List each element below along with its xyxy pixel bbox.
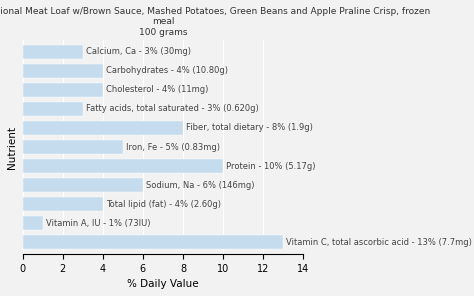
Bar xyxy=(22,102,82,116)
Text: Calcium, Ca - 3% (30mg): Calcium, Ca - 3% (30mg) xyxy=(86,47,191,56)
Text: Protein - 10% (5.17g): Protein - 10% (5.17g) xyxy=(226,162,316,170)
Text: Vitamin C, total ascorbic acid - 13% (7.7mg): Vitamin C, total ascorbic acid - 13% (7.… xyxy=(286,238,472,247)
Text: Vitamin A, IU - 1% (73IU): Vitamin A, IU - 1% (73IU) xyxy=(46,219,150,228)
Bar xyxy=(22,121,183,135)
Bar xyxy=(22,197,103,211)
Text: Fatty acids, total saturated - 3% (0.620g): Fatty acids, total saturated - 3% (0.620… xyxy=(86,104,258,113)
Title: HEALTHY CHOICE Traditional Meat Loaf w/Brown Sauce, Mashed Potatoes, Green Beans: HEALTHY CHOICE Traditional Meat Loaf w/B… xyxy=(0,7,430,37)
Text: Cholesterol - 4% (11mg): Cholesterol - 4% (11mg) xyxy=(106,85,208,94)
Bar xyxy=(22,178,143,192)
Bar xyxy=(22,159,223,173)
Bar xyxy=(22,83,103,97)
Y-axis label: Nutrient: Nutrient xyxy=(7,126,17,168)
Text: Sodium, Na - 6% (146mg): Sodium, Na - 6% (146mg) xyxy=(146,181,255,190)
Text: Fiber, total dietary - 8% (1.9g): Fiber, total dietary - 8% (1.9g) xyxy=(186,123,313,133)
Bar xyxy=(22,235,283,250)
Bar xyxy=(22,45,82,59)
Text: Total lipid (fat) - 4% (2.60g): Total lipid (fat) - 4% (2.60g) xyxy=(106,200,221,209)
Text: Carbohydrates - 4% (10.80g): Carbohydrates - 4% (10.80g) xyxy=(106,66,228,75)
Text: Iron, Fe - 5% (0.83mg): Iron, Fe - 5% (0.83mg) xyxy=(126,143,220,152)
Bar xyxy=(22,64,103,78)
Bar xyxy=(22,216,43,230)
Bar xyxy=(22,140,123,154)
X-axis label: % Daily Value: % Daily Value xyxy=(127,279,199,289)
